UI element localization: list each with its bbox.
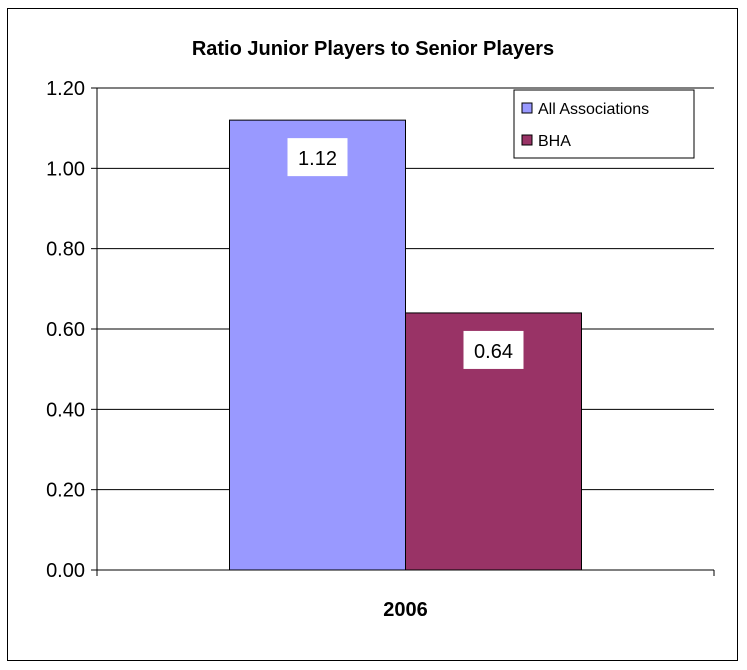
legend-label: All Associations	[538, 101, 649, 118]
bars	[229, 119, 582, 571]
y-tick-label: 0.00	[46, 560, 85, 582]
axes	[91, 87, 715, 576]
data-label-box	[287, 138, 348, 177]
data-label: 1.12	[298, 148, 337, 170]
y-tick-label: 0.40	[46, 399, 85, 421]
data-label: 0.64	[474, 341, 513, 363]
y-tick-label: 0.60	[46, 319, 85, 341]
x-category-label: 2006	[383, 599, 428, 621]
labels: 0.00 0.20 0.40 0.60 0.80 1.00 1.20 1.12 0.64 2006	[46, 78, 524, 621]
y-tick-label: 0.20	[46, 480, 85, 502]
y-tick-label: 1.20	[46, 78, 85, 100]
legend-swatch	[521, 134, 533, 146]
y-tick-label: 0.80	[46, 239, 85, 261]
y-tick-label: 1.00	[46, 158, 85, 180]
legend-swatch	[521, 102, 533, 114]
legend: All Associations BHA	[513, 89, 695, 159]
chart-title: Ratio Junior Players to Senior Players	[192, 38, 554, 60]
legend-label: BHA	[538, 133, 571, 150]
data-label-box	[463, 330, 524, 369]
legend-box	[513, 89, 695, 159]
bar-all-associations	[229, 119, 406, 571]
